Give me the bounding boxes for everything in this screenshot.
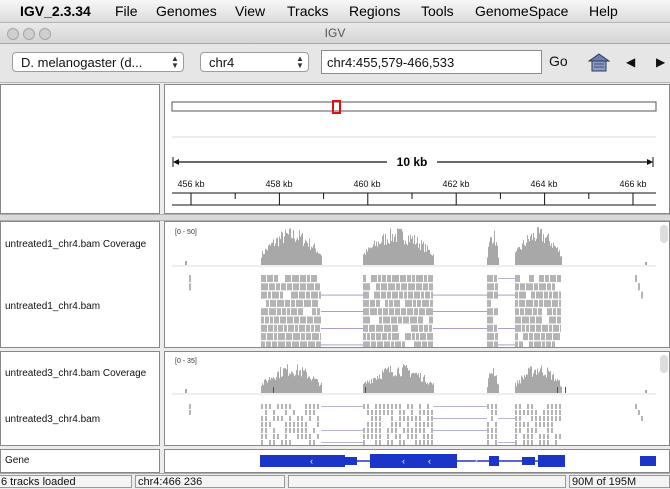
window-titlebar: IGV <box>0 23 670 44</box>
header-name-panel <box>0 84 160 214</box>
gene-track-svg: ‹ ‹ ‹ ‹ <box>260 454 656 468</box>
status-message <box>288 475 566 488</box>
alignment-track[interactable] <box>189 404 643 445</box>
coverage-range-label: [0 - 35] <box>175 358 197 365</box>
home-icon[interactable] <box>588 53 610 73</box>
gene-feature[interactable]: ‹ ‹ ‹ ‹ <box>260 454 656 468</box>
ruler-tick-label: 458 kb <box>265 179 292 189</box>
track-scrollbar[interactable] <box>660 355 668 373</box>
current-region-box[interactable] <box>332 100 341 114</box>
ruler-tick-label: 464 kb <box>530 179 557 189</box>
go-button[interactable]: Go <box>549 53 568 69</box>
menu-app[interactable]: IGV_2.3.34 <box>20 3 91 19</box>
ruler-svg: 10 kb 456 kb 458 kb 460 kb 462 kb 464 kb… <box>171 100 657 206</box>
chromosome-select-value: chr4 <box>209 55 235 70</box>
status-memory: 90M of 195M <box>569 475 670 488</box>
coverage-track[interactable] <box>185 363 647 393</box>
alignment-track[interactable] <box>189 275 643 347</box>
svg-text:‹: ‹ <box>402 456 405 466</box>
t1-tracks-svg: [0 - 50] <box>172 227 656 347</box>
scale-label: 10 kb <box>397 155 428 169</box>
minimize-window-icon[interactable] <box>23 28 35 40</box>
track-name-t1-coverage[interactable]: untreated1_chr4.bam Coverage <box>5 239 147 250</box>
forward-arrow-icon[interactable]: ▶ <box>656 55 666 69</box>
updown-arrows-icon: ▲ ▼ <box>296 54 304 70</box>
window-title: IGV <box>324 26 346 40</box>
zoom-window-icon[interactable] <box>39 28 51 40</box>
data-track-panel: [0 - 50] <box>164 221 670 348</box>
chromosome-select[interactable]: chr4 ▲ ▼ <box>200 52 309 72</box>
back-arrow-icon[interactable]: ◀ <box>626 55 636 69</box>
toolbar: D. melanogaster (d... ▲ ▼ chr4 ▲ ▼ chr4:45… <box>0 44 670 83</box>
feature-name-panel: Gene <box>0 449 160 473</box>
menu-regions[interactable]: Regions <box>349 3 401 19</box>
menu-view[interactable]: View <box>235 3 266 19</box>
ruler-tick-label: 466 kb <box>619 179 646 189</box>
data-name-panel: untreated1_chr4.bam Coverage untreated1_… <box>0 221 160 348</box>
menu-bar: IGV_2.3.34 File Genomes View Tracks Regi… <box>0 0 670 23</box>
svg-text:‹: ‹ <box>475 456 478 466</box>
track-name-t1-reads[interactable]: untreated1_chr4.bam <box>5 301 101 312</box>
menu-tools[interactable]: Tools <box>421 3 454 19</box>
panel-divider[interactable] <box>0 214 670 221</box>
menu-tracks[interactable]: Tracks <box>287 3 329 19</box>
updown-arrows-icon: ▲ ▼ <box>171 54 179 70</box>
close-window-icon[interactable] <box>7 28 19 40</box>
data-name-panel-2: untreated3_chr4.bam Coverage untreated3_… <box>0 351 160 446</box>
genome-select[interactable]: D. melanogaster (d... ▲ ▼ <box>12 52 184 72</box>
status-tracks-loaded: 6 tracks loaded <box>0 475 132 488</box>
svg-text:‹: ‹ <box>310 456 313 466</box>
svg-text:‹: ‹ <box>428 456 431 466</box>
menu-genomes[interactable]: Genomes <box>156 3 217 19</box>
feature-track-panel: ‹ ‹ ‹ ‹ <box>164 449 670 473</box>
ruler-tick-label: 460 kb <box>353 179 380 189</box>
track-name-t3-coverage[interactable]: untreated3_chr4.bam Coverage <box>5 368 147 379</box>
genome-select-value: D. melanogaster (d... <box>21 55 143 70</box>
locus-input[interactable]: chr4:455,579-466,533 <box>321 50 542 74</box>
ruler-tick-label: 462 kb <box>442 179 469 189</box>
t3-tracks-svg: [0 - 35] <box>172 358 656 445</box>
track-name-gene[interactable]: Gene <box>5 455 30 466</box>
coverage-track[interactable] <box>185 227 647 265</box>
ruler-tick-label: 456 kb <box>177 179 204 189</box>
status-bar: 6 tracks loaded chr4:466 236 90M of 195M <box>0 473 670 489</box>
coverage-range-label: [0 - 50] <box>175 229 197 236</box>
track-scrollbar[interactable] <box>660 225 668 243</box>
status-position: chr4:466 236 <box>135 475 285 488</box>
menu-genomespace[interactable]: GenomeSpace <box>475 3 569 19</box>
ruler-panel: 10 kb 456 kb 458 kb 460 kb 462 kb 464 kb… <box>164 84 670 214</box>
menu-help[interactable]: Help <box>589 3 618 19</box>
chromosome-ideogram <box>171 101 657 112</box>
data-track-panel-2: [0 - 35] <box>164 351 670 446</box>
track-name-t3-reads[interactable]: untreated3_chr4.bam <box>5 414 101 425</box>
menu-file[interactable]: File <box>115 3 138 19</box>
